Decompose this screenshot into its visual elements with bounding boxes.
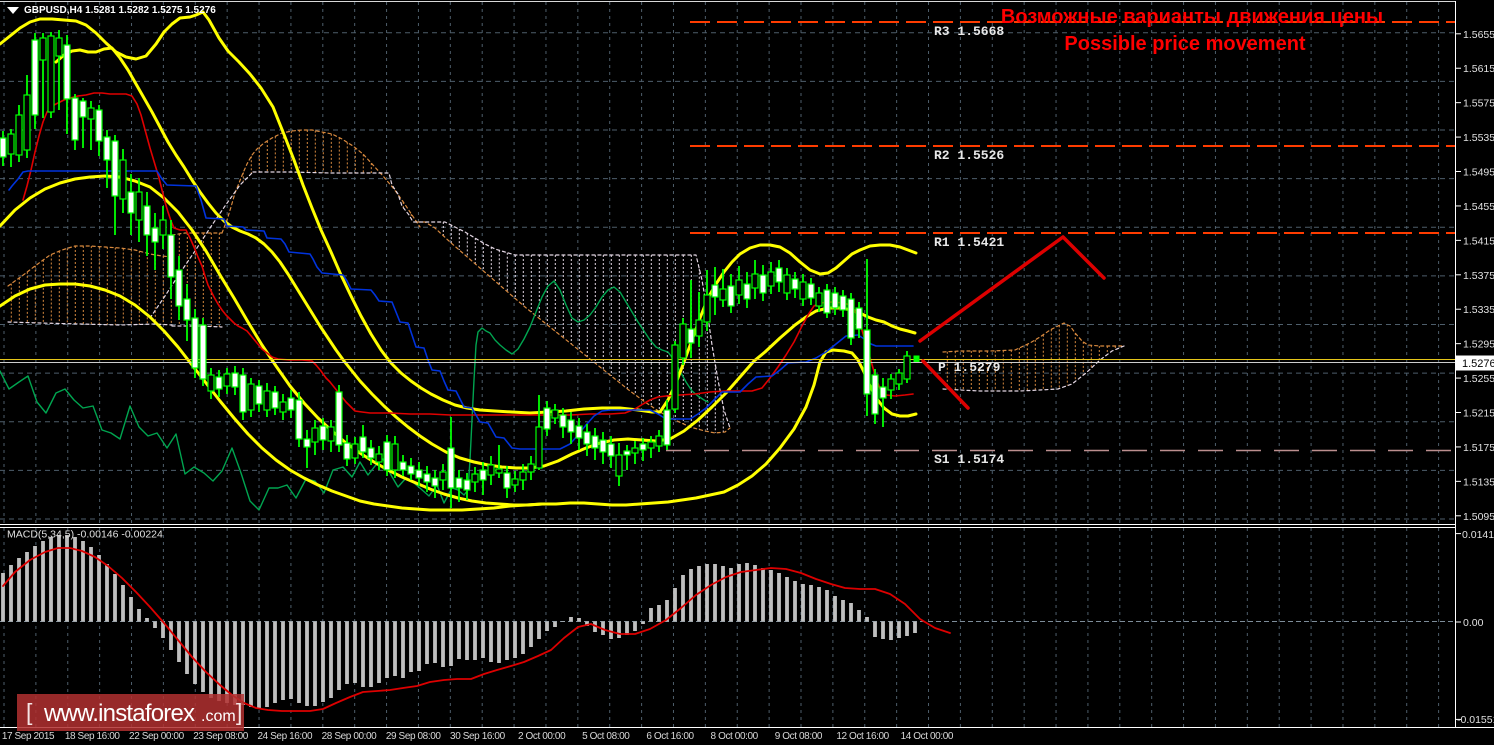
svg-text:12 Oct 16:00: 12 Oct 16:00 [836,731,889,742]
svg-text:P 1.5279: P 1.5279 [938,360,1001,375]
svg-text:1.5135: 1.5135 [1463,476,1494,488]
svg-text:1.5175: 1.5175 [1463,442,1494,454]
svg-text:28 Sep 00:00: 28 Sep 00:00 [322,731,378,742]
svg-text:1.5535: 1.5535 [1463,132,1494,144]
svg-text:23 Sep 08:00: 23 Sep 08:00 [193,731,249,742]
svg-text:2 Oct 00:00: 2 Oct 00:00 [518,731,566,742]
svg-text:1.5415: 1.5415 [1463,235,1494,247]
svg-text:17 Sep 2015: 17 Sep 2015 [2,731,55,742]
svg-text:24 Sep 16:00: 24 Sep 16:00 [257,731,313,742]
svg-text:5 Oct 08:00: 5 Oct 08:00 [582,731,630,742]
svg-text:1.5455: 1.5455 [1463,201,1494,213]
svg-text:S1 1.5174: S1 1.5174 [934,452,1004,467]
svg-text:0.00: 0.00 [1463,617,1484,629]
svg-text:Possible price movement: Possible price movement [1064,33,1306,55]
svg-text:1.5615: 1.5615 [1463,63,1494,75]
svg-text:1.5215: 1.5215 [1463,408,1494,420]
svg-text:R2 1.5526: R2 1.5526 [934,148,1004,163]
svg-text:www.instaforex: www.instaforex [43,700,195,727]
svg-text:GBPUSD,H4 1.5281 1.5282 1.527: GBPUSD,H4 1.5281 1.5282 1.5275 1.5276 [24,5,216,16]
svg-text:1.5255: 1.5255 [1463,373,1494,385]
svg-text:14 Oct 00:00: 14 Oct 00:00 [901,731,954,742]
svg-text:R3 1.5668: R3 1.5668 [934,24,1004,39]
svg-text:MACD(5,34,5) -0.00146 -0.00224: MACD(5,34,5) -0.00146 -0.00224 [7,529,163,541]
svg-text:.com: .com [201,708,236,725]
svg-text:18 Sep 16:00: 18 Sep 16:00 [65,731,121,742]
svg-text:9 Oct 08:00: 9 Oct 08:00 [775,731,823,742]
svg-text:29 Sep 08:00: 29 Sep 08:00 [386,731,442,742]
svg-text:R1 1.5421: R1 1.5421 [934,235,1004,250]
svg-text:1.5276: 1.5276 [1462,358,1494,370]
svg-text:]: ] [236,699,242,725]
svg-text:[: [ [26,699,33,725]
svg-text:0.01411: 0.01411 [1462,529,1494,541]
svg-text:1.5335: 1.5335 [1463,304,1494,316]
svg-text:1.5375: 1.5375 [1463,270,1494,282]
svg-text:30 Sep 16:00: 30 Sep 16:00 [450,731,506,742]
svg-text:1.5095: 1.5095 [1463,511,1494,523]
svg-text:8 Oct 00:00: 8 Oct 00:00 [711,731,759,742]
svg-text:1.5495: 1.5495 [1463,167,1494,179]
svg-text:Возможные варианты движения це: Возможные варианты движения цены [1001,6,1383,28]
svg-text:1.5295: 1.5295 [1463,339,1494,351]
svg-text:1.5655: 1.5655 [1463,29,1494,41]
svg-text:22 Sep 00:00: 22 Sep 00:00 [129,731,185,742]
svg-text:6 Oct 16:00: 6 Oct 16:00 [646,731,694,742]
svg-text:1.5575: 1.5575 [1463,98,1494,110]
